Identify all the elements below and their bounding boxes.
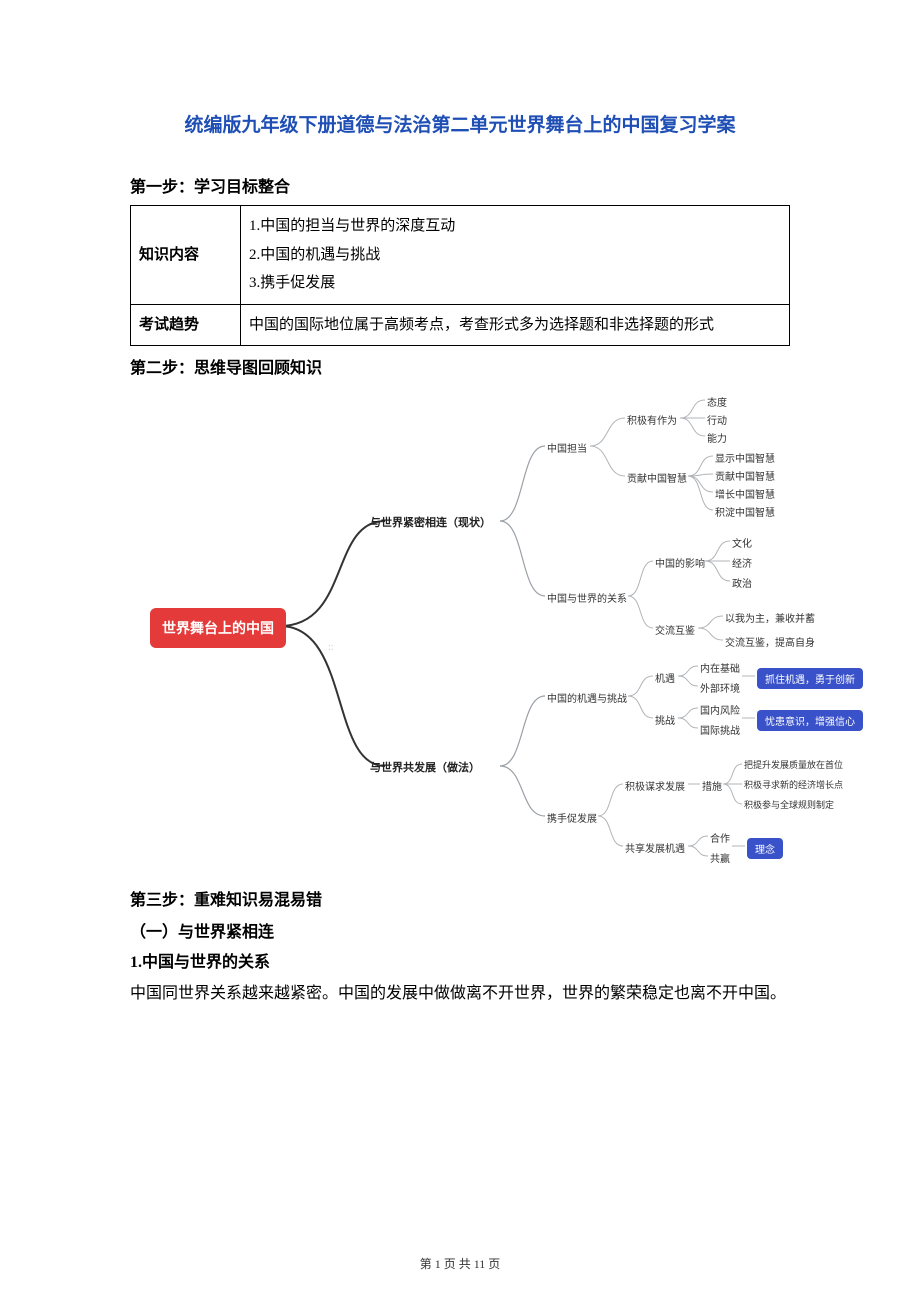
content-line: 1.中国的担当与世界的深度互动 — [249, 212, 781, 241]
node: 中国的机遇与挑战 — [547, 690, 627, 705]
content-line: 2.中国的机遇与挑战 — [249, 241, 781, 270]
leaf: 国际挑战 — [700, 722, 740, 737]
section1-title: （一）与世界紧相连 — [130, 918, 790, 942]
leaf: 积极参与全球规则制定 — [744, 798, 834, 811]
node: 中国与世界的关系 — [547, 590, 627, 605]
leaf: 积极寻求新的经济增长点 — [744, 778, 843, 791]
node: 贡献中国智慧 — [627, 470, 687, 485]
leaf: 经济 — [732, 555, 752, 570]
node: 机遇 — [655, 670, 675, 685]
leaf: 行动 — [707, 412, 727, 427]
node: 交流互鉴 — [655, 622, 695, 637]
leaf: 共赢 — [710, 850, 730, 865]
node: 中国担当 — [547, 440, 587, 455]
node: 积极谋求发展 — [625, 778, 685, 793]
mindmap-container: 世界舞台上的中国 与世界紧密相连（现状） 与世界共发展（做法） 中国担当 积极有… — [130, 386, 790, 876]
point1-title: 1.中国与世界的关系 — [130, 948, 790, 972]
point1-body: 中国同世界关系越来越紧密。中国的发展中做做离不开世界，世界的繁荣稳定也离不开中国… — [130, 978, 790, 1010]
branch-top-label: 与世界紧密相连（现状） — [370, 514, 491, 530]
leaf: 政治 — [732, 575, 752, 590]
pill: 忧患意识，增强信心 — [757, 710, 863, 731]
leaf: 态度 — [707, 394, 727, 409]
node: 措施 — [702, 778, 722, 793]
pill: 抓住机遇，勇于创新 — [757, 668, 863, 689]
document-title: 统编版九年级下册道德与法治第二单元世界舞台上的中国复习学案 — [130, 110, 790, 137]
footer-mid: 页 共 — [441, 1257, 474, 1271]
row-label: 考试趋势 — [131, 304, 241, 346]
leaf: 积淀中国智慧 — [715, 504, 775, 519]
footer-suffix: 页 — [485, 1257, 500, 1271]
leaf: 内在基础 — [700, 660, 740, 675]
node: 挑战 — [655, 712, 675, 727]
leaf: 把提升发展质量放在首位 — [744, 758, 843, 771]
leaf: 文化 — [732, 535, 752, 550]
leaf: 贡献中国智慧 — [715, 468, 775, 483]
leaf: 显示中国智慧 — [715, 450, 775, 465]
table-row: 知识内容 1.中国的担当与世界的深度互动 2.中国的机遇与挑战 3.携手促发展 — [131, 206, 790, 305]
page-content: 统编版九年级下册道德与法治第二单元世界舞台上的中国复习学案 第一步：学习目标整合… — [0, 0, 920, 1010]
node: 中国的影响 — [655, 555, 705, 570]
node: 积极有作为 — [627, 412, 677, 427]
leaf: 合作 — [710, 830, 730, 845]
node: 携手促发展 — [547, 810, 597, 825]
row-label: 知识内容 — [131, 206, 241, 305]
footer-total: 11 — [474, 1257, 486, 1271]
leaf: 外部环境 — [700, 680, 740, 695]
row-content: 1.中国的担当与世界的深度互动 2.中国的机遇与挑战 3.携手促发展 — [241, 206, 790, 305]
watermark: :: — [328, 642, 334, 653]
step1-heading: 第一步：学习目标整合 — [130, 173, 790, 197]
content-line: 3.携手促发展 — [249, 269, 781, 298]
leaf: 以我为主，兼收并蓄 — [725, 610, 815, 625]
leaf: 增长中国智慧 — [715, 486, 775, 501]
step3-heading: 第三步：重难知识易混易错 — [130, 886, 790, 910]
branch-bottom-label: 与世界共发展（做法） — [370, 759, 480, 775]
footer-prefix: 第 — [420, 1257, 435, 1271]
row-content: 中国的国际地位属于高频考点，考查形式多为选择题和非选择题的形式 — [241, 304, 790, 346]
node: 共享发展机遇 — [625, 840, 685, 855]
table-row: 考试趋势 中国的国际地位属于高频考点，考查形式多为选择题和非选择题的形式 — [131, 304, 790, 346]
leaf: 能力 — [707, 430, 727, 445]
leaf: 国内风险 — [700, 702, 740, 717]
page-footer: 第 1 页 共 11 页 — [0, 1255, 920, 1272]
step2-heading: 第二步：思维导图回顾知识 — [130, 354, 790, 378]
leaf: 交流互鉴，提高自身 — [725, 634, 815, 649]
objectives-table: 知识内容 1.中国的担当与世界的深度互动 2.中国的机遇与挑战 3.携手促发展 … — [130, 205, 790, 346]
pill: 理念 — [747, 838, 783, 859]
mindmap-root: 世界舞台上的中国 — [150, 608, 286, 648]
